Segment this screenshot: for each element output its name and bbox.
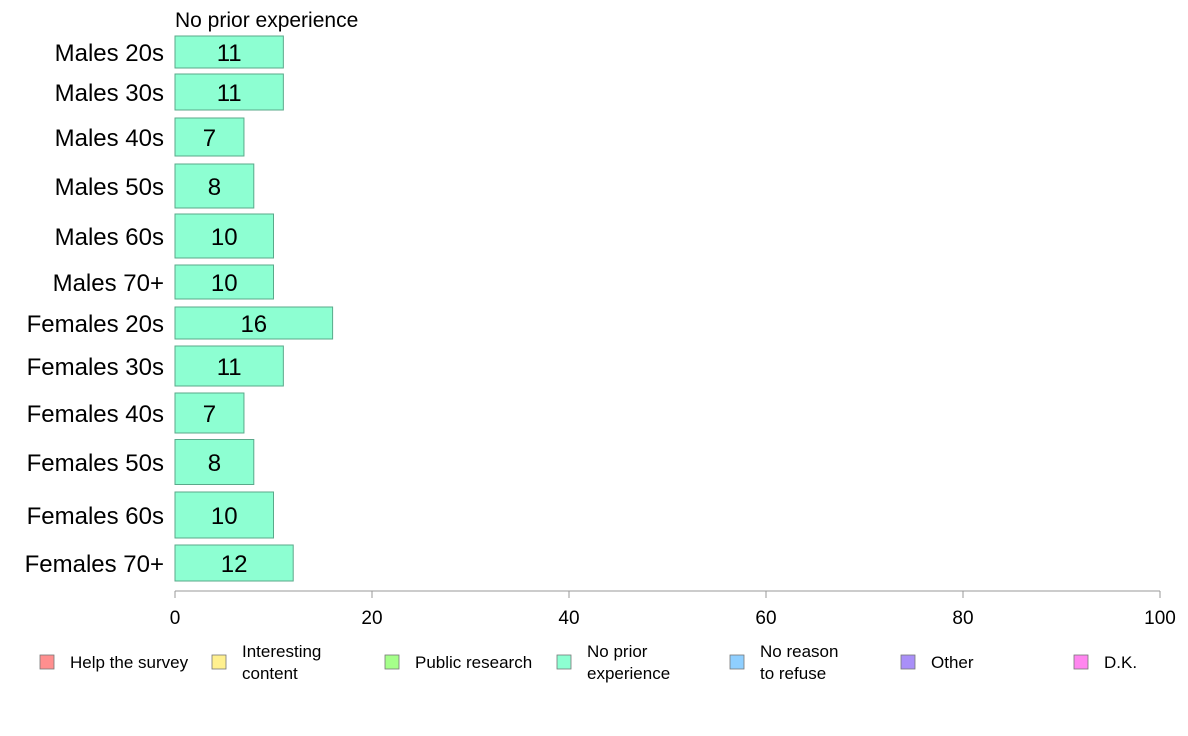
bar-value-label: 10 [211,503,238,530]
legend-label: Public research [415,653,532,672]
legend-label: to refuse [760,664,826,683]
legend-label: experience [587,664,670,683]
bar [174,35,284,69]
bar [174,392,245,434]
bar [174,491,274,539]
bar-value-label: 8 [208,450,221,477]
bar-value-label: 7 [203,401,216,428]
legend-swatch [900,654,916,670]
bar [174,306,334,340]
category-label: Females 40s [27,401,164,428]
x-tick-label: 0 [170,608,181,629]
legend-label: Help the survey [70,653,189,672]
bar [174,163,255,209]
x-tick-label: 20 [361,608,382,629]
x-axis: 0 20 40 60 80 100 [170,590,1176,629]
legend-label: No prior [587,642,648,661]
x-tick-label: 100 [1144,608,1176,629]
bar [174,439,255,485]
legend-swatch [211,654,227,670]
x-tick-label: 60 [755,608,776,629]
bar [174,544,294,582]
category-label: Males 30s [55,80,164,107]
bar [174,213,274,259]
category-label: Females 50s [27,450,164,477]
legend-label: Other [931,653,974,672]
category-label: Males 40s [55,125,164,152]
bars-group: 11 Males 20s 11 Males 30s 7 Males 40s 8 Males 5… [25,35,334,582]
category-label: Females 60s [27,503,164,530]
legend-swatch [556,654,572,670]
bar [174,264,274,300]
chart-title: No prior experience [175,9,358,32]
x-tick-label: 40 [558,608,579,629]
legend-label: D.K. [1104,653,1137,672]
bar-value-label: 11 [217,80,242,107]
legend-label: Interesting [242,642,321,661]
legend-swatch [384,654,400,670]
category-label: Males 60s [55,224,164,251]
bar-value-label: 10 [211,270,238,297]
bar-value-label: 11 [217,354,242,381]
bar-value-label: 16 [240,311,267,338]
legend-swatch [39,654,55,670]
x-tick-label: 80 [952,608,973,629]
bar-value-label: 8 [208,174,221,201]
bar-value-label: 12 [221,551,248,578]
legend-swatch [729,654,745,670]
category-label: Males 50s [55,174,164,201]
bar [174,73,284,111]
bar-value-label: 10 [211,224,238,251]
legend-label: No reason [760,642,838,661]
category-label: Males 20s [55,40,164,67]
legend-swatch [1073,654,1089,670]
bar-value-label: 11 [217,40,242,67]
category-label: Males 70+ [53,270,164,297]
legend: Help the survey Interesting content Public … [39,642,1137,683]
bar [174,345,284,387]
category-label: Females 70+ [25,551,164,578]
legend-label: content [242,664,298,683]
bar-value-label: 7 [203,125,216,152]
category-label: Females 30s [27,354,164,381]
bar [174,117,245,157]
category-label: Females 20s [27,311,164,338]
